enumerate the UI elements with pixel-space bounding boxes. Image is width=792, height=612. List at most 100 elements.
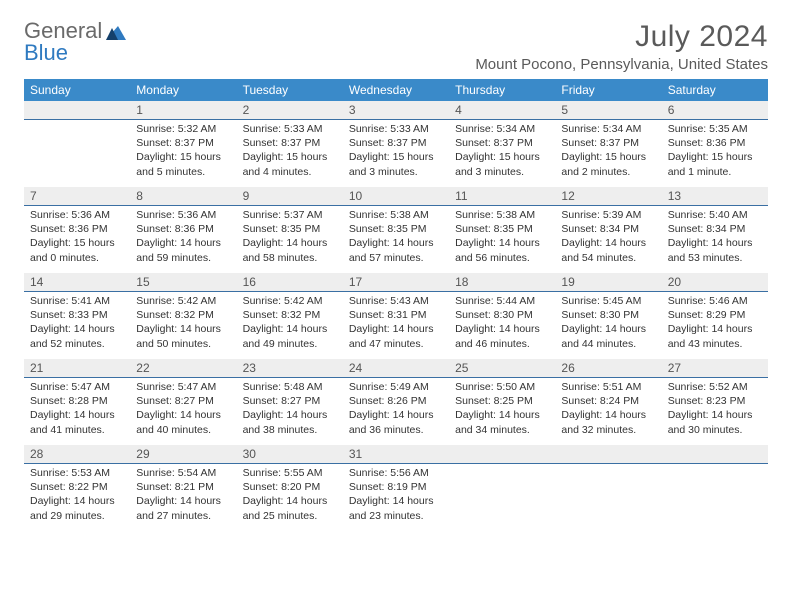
day-line: and 29 minutes.	[30, 509, 124, 523]
day-line: and 1 minute.	[668, 165, 762, 179]
day-line: Sunrise: 5:34 AM	[561, 122, 655, 136]
day-line: and 57 minutes.	[349, 251, 443, 265]
day-line: Sunset: 8:37 PM	[349, 136, 443, 150]
day-number: 12	[555, 187, 661, 206]
day-line: Sunset: 8:37 PM	[136, 136, 230, 150]
calendar-cell: 6Sunrise: 5:35 AMSunset: 8:36 PMDaylight…	[662, 101, 768, 187]
day-number: 24	[343, 359, 449, 378]
day-line: Sunrise: 5:48 AM	[243, 380, 337, 394]
day-line: Daylight: 14 hours	[136, 322, 230, 336]
day-number: 29	[130, 445, 236, 464]
brand-mark-icon	[104, 22, 126, 44]
day-line: Sunrise: 5:39 AM	[561, 208, 655, 222]
day-number: 9	[237, 187, 343, 206]
day-line: Daylight: 14 hours	[668, 322, 762, 336]
calendar-cell: 17Sunrise: 5:43 AMSunset: 8:31 PMDayligh…	[343, 273, 449, 359]
day-number: 23	[237, 359, 343, 378]
day-number	[662, 445, 768, 464]
calendar-cell	[449, 445, 555, 531]
day-number: 8	[130, 187, 236, 206]
day-text: Sunrise: 5:38 AMSunset: 8:35 PMDaylight:…	[343, 206, 449, 269]
day-text: Sunrise: 5:55 AMSunset: 8:20 PMDaylight:…	[237, 464, 343, 527]
day-number: 16	[237, 273, 343, 292]
calendar-table: Sunday Monday Tuesday Wednesday Thursday…	[24, 79, 768, 531]
day-line: Daylight: 15 hours	[668, 150, 762, 164]
day-line: Sunset: 8:25 PM	[455, 394, 549, 408]
day-text: Sunrise: 5:38 AMSunset: 8:35 PMDaylight:…	[449, 206, 555, 269]
day-line: Sunrise: 5:42 AM	[243, 294, 337, 308]
day-text	[555, 464, 661, 470]
day-line: and 47 minutes.	[349, 337, 443, 351]
day-line: and 43 minutes.	[668, 337, 762, 351]
day-number: 15	[130, 273, 236, 292]
day-text: Sunrise: 5:36 AMSunset: 8:36 PMDaylight:…	[24, 206, 130, 269]
day-line: and 44 minutes.	[561, 337, 655, 351]
day-text: Sunrise: 5:48 AMSunset: 8:27 PMDaylight:…	[237, 378, 343, 441]
day-line: Sunrise: 5:34 AM	[455, 122, 549, 136]
day-line: Daylight: 15 hours	[136, 150, 230, 164]
day-line: Sunset: 8:27 PM	[136, 394, 230, 408]
day-line: Sunset: 8:34 PM	[561, 222, 655, 236]
calendar-cell: 15Sunrise: 5:42 AMSunset: 8:32 PMDayligh…	[130, 273, 236, 359]
day-line: and 34 minutes.	[455, 423, 549, 437]
day-number: 1	[130, 101, 236, 120]
day-line: and 5 minutes.	[136, 165, 230, 179]
day-line: Sunrise: 5:50 AM	[455, 380, 549, 394]
calendar-cell: 19Sunrise: 5:45 AMSunset: 8:30 PMDayligh…	[555, 273, 661, 359]
day-text: Sunrise: 5:44 AMSunset: 8:30 PMDaylight:…	[449, 292, 555, 355]
day-number: 6	[662, 101, 768, 120]
day-number	[449, 445, 555, 464]
day-line: Sunrise: 5:41 AM	[30, 294, 124, 308]
day-line: Daylight: 14 hours	[561, 236, 655, 250]
day-text: Sunrise: 5:43 AMSunset: 8:31 PMDaylight:…	[343, 292, 449, 355]
day-line: and 54 minutes.	[561, 251, 655, 265]
day-number: 22	[130, 359, 236, 378]
day-text: Sunrise: 5:49 AMSunset: 8:26 PMDaylight:…	[343, 378, 449, 441]
day-line: Sunset: 8:35 PM	[455, 222, 549, 236]
day-line: Sunrise: 5:54 AM	[136, 466, 230, 480]
calendar-cell: 9Sunrise: 5:37 AMSunset: 8:35 PMDaylight…	[237, 187, 343, 273]
day-line: Daylight: 15 hours	[561, 150, 655, 164]
calendar-cell: 13Sunrise: 5:40 AMSunset: 8:34 PMDayligh…	[662, 187, 768, 273]
day-line: Sunrise: 5:40 AM	[668, 208, 762, 222]
day-line: Sunrise: 5:53 AM	[30, 466, 124, 480]
day-number	[24, 101, 130, 120]
day-line: Sunset: 8:31 PM	[349, 308, 443, 322]
day-number: 20	[662, 273, 768, 292]
day-number: 25	[449, 359, 555, 378]
day-line: Daylight: 15 hours	[349, 150, 443, 164]
calendar-cell: 31Sunrise: 5:56 AMSunset: 8:19 PMDayligh…	[343, 445, 449, 531]
day-line: Sunrise: 5:38 AM	[349, 208, 443, 222]
dow-friday: Friday	[555, 79, 661, 101]
day-line: and 52 minutes.	[30, 337, 124, 351]
day-line: Sunset: 8:35 PM	[243, 222, 337, 236]
dow-monday: Monday	[130, 79, 236, 101]
day-line: and 58 minutes.	[243, 251, 337, 265]
calendar-row: 7Sunrise: 5:36 AMSunset: 8:36 PMDaylight…	[24, 187, 768, 273]
day-text: Sunrise: 5:54 AMSunset: 8:21 PMDaylight:…	[130, 464, 236, 527]
day-line: and 36 minutes.	[349, 423, 443, 437]
calendar-cell: 8Sunrise: 5:36 AMSunset: 8:36 PMDaylight…	[130, 187, 236, 273]
calendar-cell	[24, 101, 130, 187]
day-text: Sunrise: 5:46 AMSunset: 8:29 PMDaylight:…	[662, 292, 768, 355]
day-line: Sunset: 8:32 PM	[243, 308, 337, 322]
day-line: Sunrise: 5:55 AM	[243, 466, 337, 480]
day-number: 21	[24, 359, 130, 378]
location: Mount Pocono, Pennsylvania, United State…	[475, 56, 768, 73]
day-line: Sunset: 8:30 PM	[561, 308, 655, 322]
day-line: Sunrise: 5:45 AM	[561, 294, 655, 308]
day-line: Sunrise: 5:44 AM	[455, 294, 549, 308]
day-text: Sunrise: 5:56 AMSunset: 8:19 PMDaylight:…	[343, 464, 449, 527]
day-text: Sunrise: 5:34 AMSunset: 8:37 PMDaylight:…	[449, 120, 555, 183]
day-text: Sunrise: 5:36 AMSunset: 8:36 PMDaylight:…	[130, 206, 236, 269]
calendar-cell: 11Sunrise: 5:38 AMSunset: 8:35 PMDayligh…	[449, 187, 555, 273]
day-line: and 41 minutes.	[30, 423, 124, 437]
day-line: Daylight: 14 hours	[136, 408, 230, 422]
day-line: Daylight: 14 hours	[30, 408, 124, 422]
day-line: Sunset: 8:20 PM	[243, 480, 337, 494]
day-line: and 59 minutes.	[136, 251, 230, 265]
day-line: and 38 minutes.	[243, 423, 337, 437]
day-line: Daylight: 14 hours	[349, 408, 443, 422]
day-line: Sunrise: 5:33 AM	[349, 122, 443, 136]
day-line: Sunset: 8:35 PM	[349, 222, 443, 236]
